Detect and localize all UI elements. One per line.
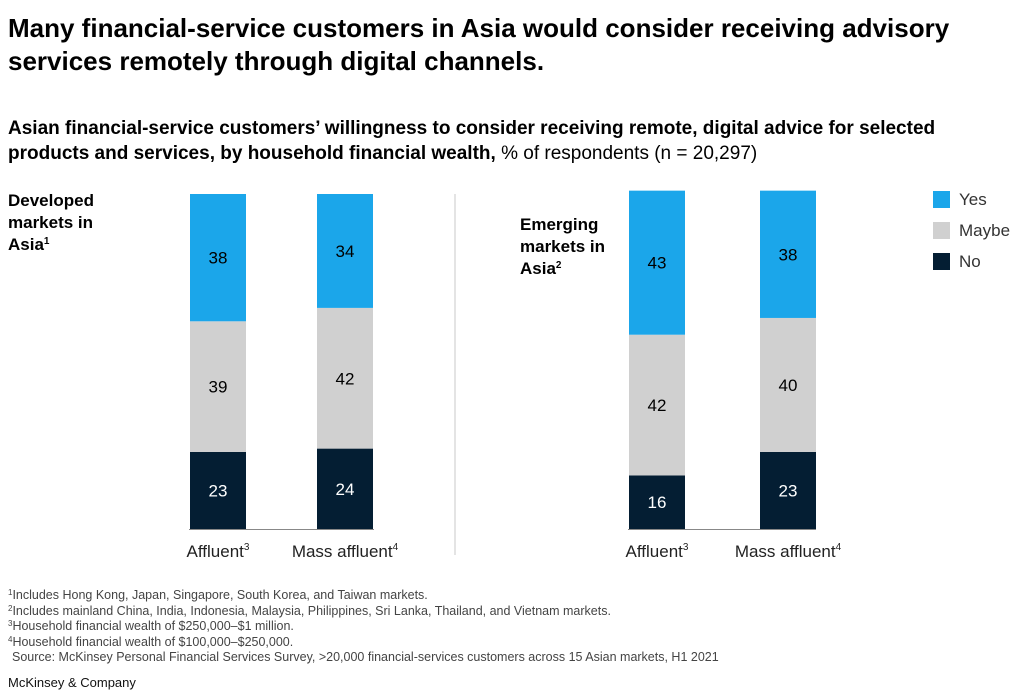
category-label-p1-c2: Mass affluent4	[292, 542, 399, 561]
footnote-3: 3Household financial wealth of $250,000–…	[8, 619, 1008, 635]
footnote-4-text: Household financial wealth of $100,000–$…	[12, 634, 294, 649]
bar-p2-c1-no-label: 16	[648, 493, 667, 512]
category-label-p2-c1: Affluent3	[626, 542, 689, 561]
bar-p1-c1-yes-label: 38	[209, 249, 228, 268]
footnote-3-text: Household financial wealth of $250,000–$…	[12, 619, 294, 633]
bar-p1-c1-no	[190, 451, 246, 529]
panel-label-emerging-sup: 2	[555, 260, 562, 271]
category-label-p2-c2: Mass affluent4	[735, 542, 842, 561]
bar-p2-c2-yes-label: 38	[779, 245, 798, 264]
panel-label-emerging: Emerging markets in Asia2	[520, 214, 628, 280]
bar-p2-c2-no	[760, 451, 816, 529]
footnote-2: 2Includes mainland China, India, Indones…	[8, 604, 1008, 620]
bar-p2-c1-maybe-label: 42	[648, 396, 667, 415]
bar-p2-c2-yes	[760, 190, 816, 318]
bar-p1-c2-no	[317, 448, 373, 529]
bar-p1-c1-no-label: 23	[209, 481, 228, 500]
category-sup-p1-c2: 4	[393, 542, 399, 553]
chart-title: Many financial-service customers in Asia…	[8, 13, 950, 76]
category-sup-p1-c1: 3	[244, 542, 250, 553]
bar-p2-c2-maybe	[760, 317, 816, 452]
footnote-3-sup: 3	[8, 619, 13, 628]
bar-p2-c1-no	[629, 475, 685, 529]
bar-p1-c1-maybe-label: 39	[209, 378, 228, 397]
legend-label-yes: Yes	[959, 189, 987, 209]
panel-label-emerging-text: Emerging markets in Asia	[520, 215, 606, 278]
bar-p2-c1-yes	[629, 190, 685, 335]
bar-p1-c2-maybe-label: 42	[336, 369, 355, 388]
brand-logo-text: McKinsey & Company	[8, 675, 136, 690]
legend-item-maybe: Maybe	[933, 221, 1010, 240]
footnote-1: 1Includes Hong Kong, Japan, Singapore, S…	[8, 588, 1008, 604]
bar-p1-c1-maybe	[190, 321, 246, 452]
bar-p1-c2-yes-label: 34	[336, 242, 355, 261]
category-label-p1-c1: Affluent3	[187, 542, 250, 561]
bar-p1-c2-yes	[317, 194, 373, 308]
bar-p1-c2-no-label: 24	[336, 480, 355, 499]
panel-label-developed: Developed markets in Asia1	[8, 190, 128, 256]
legend-item-no: No	[933, 252, 1010, 271]
panel-label-developed-sup: 1	[43, 236, 50, 247]
footnotes: 1Includes Hong Kong, Japan, Singapore, S…	[8, 588, 1008, 666]
bar-p2-c2-maybe-label: 40	[779, 376, 798, 395]
footnote-1-text: Includes Hong Kong, Japan, Singapore, So…	[12, 588, 428, 602]
category-sup-p2-c2: 4	[836, 542, 842, 553]
legend-swatch-yes	[933, 191, 950, 208]
category-sup-p2-c1: 3	[683, 542, 689, 553]
source-note: Source: McKinsey Personal Financial Serv…	[12, 650, 719, 664]
legend-swatch-maybe	[933, 222, 950, 239]
subtitle-bold: Asian financial-service customers’ willi…	[8, 118, 936, 164]
footnote-4-sup: 4	[8, 634, 13, 644]
bar-p1-c1-yes	[190, 194, 246, 322]
legend-item-yes: Yes	[933, 190, 1010, 209]
bar-p2-c1-maybe	[629, 334, 685, 476]
bar-p1-c2-maybe	[317, 307, 373, 449]
footnote-1-sup: 1	[8, 588, 13, 597]
bar-p2-c1-yes-label: 43	[648, 254, 667, 273]
footnote-2-sup: 2	[8, 603, 13, 613]
legend: Yes Maybe No	[933, 190, 1010, 283]
bar-p2-c2-no-label: 23	[779, 481, 798, 500]
footnote-2-text: Includes mainland China, India, Indonesi…	[12, 603, 611, 618]
legend-swatch-no	[933, 253, 950, 270]
chart-subtitle: Asian financial-service customers’ willi…	[8, 116, 1008, 166]
legend-label-no: No	[959, 251, 981, 271]
footnote-4: 4Household financial wealth of $100,000–…	[8, 635, 1008, 651]
subtitle-regular: % of respondents (n = 20,297)	[495, 143, 758, 164]
legend-label-maybe: Maybe	[959, 220, 1011, 240]
panel-label-developed-text: Developed markets in Asia	[8, 191, 94, 254]
